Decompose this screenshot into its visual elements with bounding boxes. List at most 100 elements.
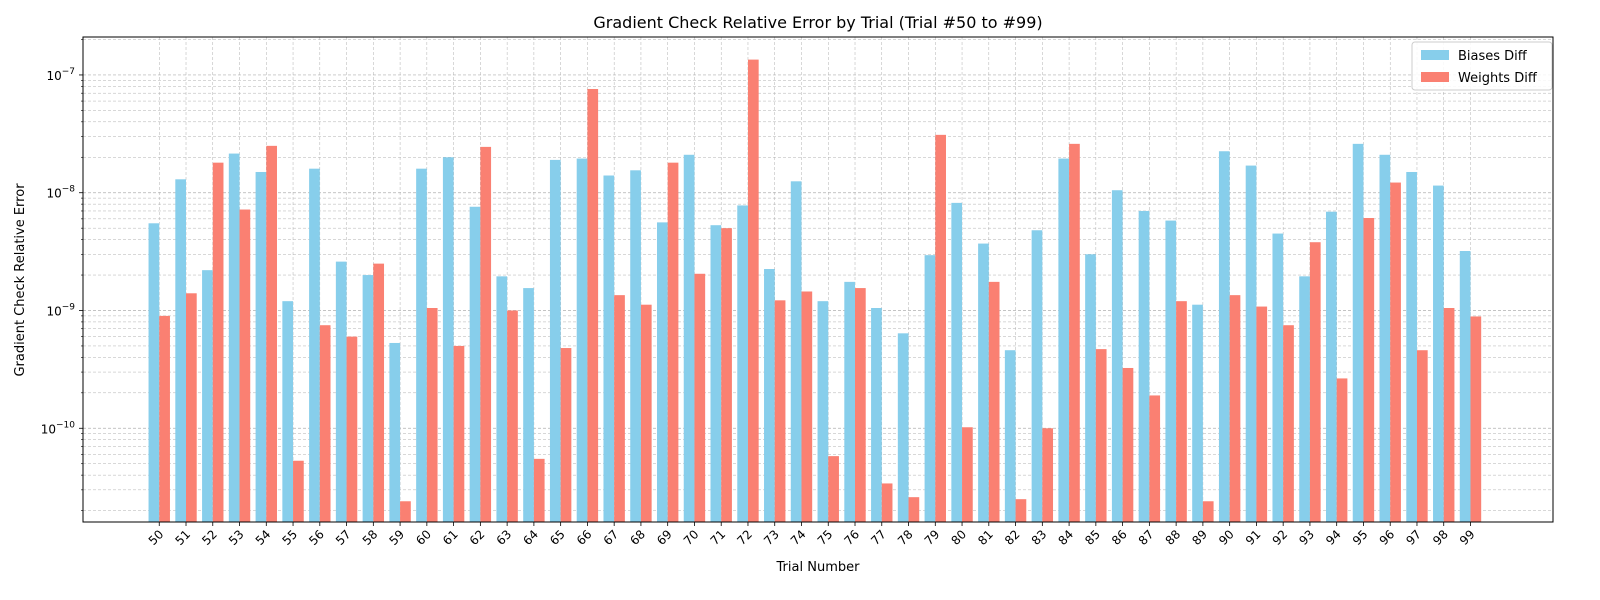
x-tick-label: 61 — [440, 527, 461, 548]
bar-biases-diff — [737, 205, 748, 523]
x-tick-label: 63 — [494, 527, 515, 548]
bar-biases-diff — [1459, 251, 1471, 523]
bar-weights-diff — [1443, 307, 1455, 522]
bar-biases-diff — [362, 275, 374, 522]
bar-biases-diff — [389, 342, 401, 522]
bar-weights-diff — [453, 345, 465, 522]
bar-weights-diff — [1202, 501, 1214, 522]
bar-biases-diff — [764, 269, 775, 522]
x-tick-label: 81 — [975, 527, 996, 548]
legend-swatch-weights — [1421, 72, 1449, 82]
bar-weights-diff — [774, 300, 786, 522]
bar-weights-diff — [266, 145, 277, 523]
bar-weights-diff — [855, 288, 866, 522]
bar-biases-diff — [175, 179, 187, 523]
bar-weights-diff — [667, 162, 679, 522]
bar-weights-diff — [962, 427, 973, 522]
x-tick-label: 65 — [547, 527, 568, 548]
x-tick-label: 51 — [172, 527, 193, 548]
bar-weights-diff — [801, 291, 813, 522]
x-tick-label: 86 — [1109, 527, 1130, 548]
y-tick-label: 10−9 — [46, 302, 75, 318]
bar-biases-diff — [1433, 185, 1444, 523]
x-tick-label: 68 — [627, 527, 648, 548]
bar-biases-diff — [1272, 233, 1284, 522]
bar-biases-diff — [897, 333, 909, 522]
bar-biases-diff — [416, 168, 427, 523]
bar-weights-diff — [828, 456, 839, 522]
bar-weights-diff — [1229, 295, 1241, 522]
bar-weights-diff — [1336, 378, 1348, 522]
x-axis-ticks: 50 51 52 53 54 55 56 57 58 59 60 61 62 63 64 65 66 67 68 69… — [146, 522, 1478, 548]
x-tick-label: 92 — [1270, 527, 1291, 548]
x-tick-label: 79 — [922, 527, 943, 548]
bars — [148, 59, 1482, 523]
x-tick-label: 75 — [815, 527, 836, 548]
legend: Biases Diff Weights Diff — [1411, 41, 1553, 91]
x-tick-label: 95 — [1350, 527, 1371, 548]
x-tick-label: 98 — [1430, 527, 1451, 548]
bar-biases-diff — [817, 301, 829, 522]
bar-weights-diff — [373, 263, 385, 522]
x-tick-label: 85 — [1082, 527, 1103, 548]
bar-biases-diff — [630, 170, 641, 522]
x-tick-label: 74 — [788, 527, 809, 548]
x-tick-label: 60 — [413, 527, 434, 548]
bar-biases-diff — [710, 225, 722, 522]
bar-weights-diff — [587, 88, 599, 523]
bar-biases-diff — [951, 202, 963, 522]
legend-swatch-biases — [1421, 50, 1449, 60]
x-tick-label: 71 — [708, 527, 729, 548]
legend-label-weights: Weights Diff — [1458, 71, 1538, 86]
y-tick-label: 10−8 — [46, 185, 75, 201]
x-tick-label: 93 — [1296, 527, 1317, 548]
x-tick-label: 72 — [734, 527, 755, 548]
chart-title: Gradient Check Relative Error by Trial (… — [593, 13, 1042, 32]
x-tick-label: 52 — [199, 527, 220, 548]
bar-biases-diff — [1299, 276, 1310, 522]
x-tick-label: 80 — [948, 527, 969, 548]
bar-weights-diff — [1283, 325, 1294, 522]
bar-biases-diff — [978, 243, 989, 522]
x-tick-label: 53 — [226, 527, 247, 548]
bar-biases-diff — [523, 288, 534, 522]
x-tick-label: 73 — [761, 527, 782, 548]
bar-weights-diff — [1122, 367, 1134, 522]
bar-biases-diff — [924, 255, 936, 522]
bar-biases-diff — [576, 158, 588, 522]
bar-weights-diff — [1390, 182, 1401, 522]
bar-biases-diff — [335, 261, 347, 522]
bar-weights-diff — [560, 348, 572, 522]
x-axis-label: Trial Number — [776, 560, 861, 575]
bar-weights-diff — [507, 310, 518, 522]
bar-weights-diff — [1176, 301, 1187, 522]
bar-weights-diff — [935, 134, 946, 522]
bar-biases-diff — [1138, 210, 1150, 523]
axes-frame — [82, 36, 1554, 523]
bar-biases-diff — [1406, 171, 1417, 523]
bar-biases-diff — [496, 276, 508, 522]
y-axis-label: Gradient Check Relative Error — [13, 183, 28, 377]
bar-weights-diff — [212, 162, 224, 522]
bar-biases-diff — [871, 307, 882, 522]
bar-biases-diff — [469, 206, 481, 522]
bar-weights-diff — [614, 295, 625, 522]
bar-biases-diff — [549, 159, 561, 523]
bar-weights-diff — [1095, 349, 1107, 522]
bar-biases-diff — [255, 171, 267, 523]
x-tick-label: 97 — [1403, 527, 1424, 548]
bar-biases-diff — [656, 222, 668, 522]
x-tick-label: 88 — [1163, 527, 1184, 548]
bar-weights-diff — [239, 209, 251, 522]
bar-weights-diff — [186, 293, 197, 522]
bar-weights-diff — [1470, 316, 1482, 522]
bar-biases-diff — [790, 181, 802, 522]
x-tick-label: 59 — [387, 527, 408, 548]
bar-biases-diff — [1058, 158, 1070, 522]
bar-biases-diff — [844, 281, 856, 522]
bar-biases-diff — [603, 175, 615, 522]
x-tick-label: 56 — [306, 527, 327, 548]
bar-weights-diff — [1042, 428, 1054, 522]
x-tick-label: 90 — [1216, 527, 1237, 548]
